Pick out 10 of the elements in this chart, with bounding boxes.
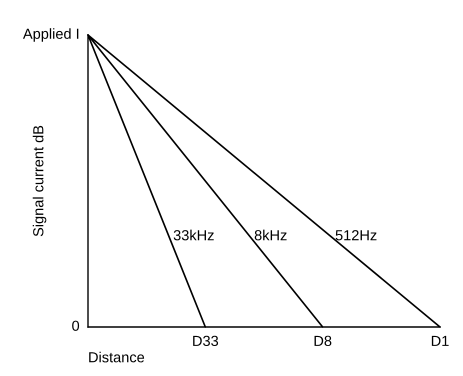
text: 0 xyxy=(72,320,80,331)
series-label: 33kHz xyxy=(174,230,214,240)
series-label: 8kHz xyxy=(254,230,287,240)
x-axis-title: Distance xyxy=(89,352,144,362)
x-tick-label: D1 xyxy=(432,336,449,346)
series-label: 512Hz xyxy=(336,230,376,240)
x-tick-label: D33 xyxy=(193,336,218,346)
y-axis-title: Signal current dB xyxy=(32,126,46,236)
x-tick-label: D8 xyxy=(314,336,332,346)
text: Applied I xyxy=(22,28,78,42)
